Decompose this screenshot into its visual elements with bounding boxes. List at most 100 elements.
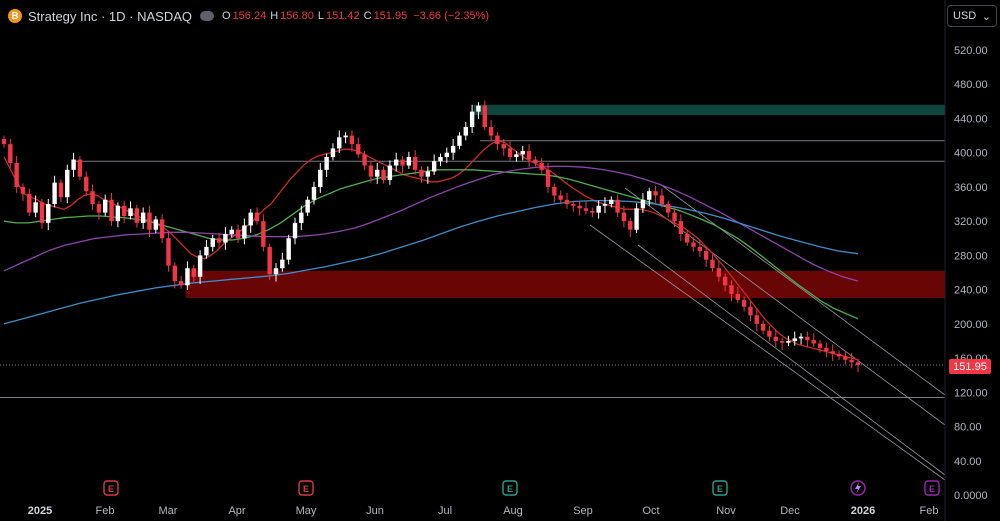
- trend-line[interactable]: [659, 183, 946, 396]
- trend-line[interactable]: [624, 187, 946, 426]
- candle[interactable]: [634, 203, 639, 234]
- candle[interactable]: [514, 150, 519, 162]
- earnings-event-icon[interactable]: E: [502, 480, 518, 496]
- candle[interactable]: [223, 227, 228, 250]
- candle[interactable]: [545, 162, 551, 193]
- candle[interactable]: [58, 179, 64, 202]
- candle[interactable]: [691, 237, 696, 252]
- candle[interactable]: [760, 320, 766, 335]
- candle[interactable]: [109, 192, 114, 226]
- candle[interactable]: [128, 201, 133, 220]
- candle[interactable]: [134, 204, 140, 228]
- candle[interactable]: [577, 200, 582, 216]
- candle[interactable]: [39, 198, 45, 229]
- candle[interactable]: [836, 350, 842, 360]
- candle[interactable]: [46, 198, 51, 231]
- candle[interactable]: [855, 358, 861, 373]
- candle[interactable]: [33, 195, 38, 218]
- candle[interactable]: [153, 216, 159, 234]
- candle[interactable]: [27, 188, 32, 217]
- candle[interactable]: [798, 333, 804, 345]
- candle[interactable]: [330, 143, 336, 161]
- candle[interactable]: [14, 156, 19, 193]
- candle[interactable]: [8, 139, 13, 168]
- candle[interactable]: [242, 218, 247, 245]
- candle[interactable]: [469, 104, 475, 134]
- candle[interactable]: [640, 192, 646, 214]
- candle[interactable]: [77, 156, 83, 181]
- candle[interactable]: [311, 181, 317, 205]
- candle[interactable]: [457, 132, 462, 150]
- moving-average-line[interactable]: [3, 165, 859, 282]
- candle[interactable]: [741, 296, 747, 312]
- earnings-event-icon[interactable]: E: [712, 480, 728, 496]
- candle[interactable]: [210, 234, 215, 252]
- candle[interactable]: [286, 234, 291, 265]
- candle[interactable]: [533, 156, 538, 167]
- candle[interactable]: [305, 196, 310, 217]
- candle[interactable]: [735, 287, 741, 304]
- candle[interactable]: [450, 139, 456, 160]
- candle[interactable]: [362, 150, 367, 171]
- candle[interactable]: [678, 214, 684, 242]
- candle[interactable]: [647, 187, 652, 206]
- candle[interactable]: [830, 344, 835, 362]
- earnings-event-icon[interactable]: E: [103, 480, 119, 496]
- candle[interactable]: [653, 186, 658, 203]
- candle[interactable]: [65, 164, 70, 204]
- candle[interactable]: [609, 196, 614, 208]
- candle[interactable]: [773, 329, 778, 347]
- candle[interactable]: [438, 153, 443, 166]
- candle[interactable]: [229, 226, 234, 238]
- candle[interactable]: [140, 207, 146, 229]
- candle[interactable]: [558, 190, 563, 204]
- candle[interactable]: [216, 233, 222, 249]
- candle[interactable]: [197, 250, 203, 285]
- candle[interactable]: [722, 273, 728, 292]
- trend-line[interactable]: [589, 224, 946, 481]
- candle[interactable]: [292, 217, 298, 245]
- candle[interactable]: [406, 151, 412, 169]
- candle[interactable]: [811, 333, 816, 347]
- candle[interactable]: [583, 201, 589, 215]
- currency-select[interactable]: USD ⌄: [947, 5, 997, 27]
- candle[interactable]: [729, 280, 734, 302]
- candle[interactable]: [159, 214, 165, 243]
- candle[interactable]: [703, 247, 709, 267]
- candle[interactable]: [185, 261, 190, 291]
- candle[interactable]: [121, 200, 127, 224]
- candle[interactable]: [792, 331, 797, 346]
- candle[interactable]: [394, 152, 399, 172]
- candle[interactable]: [381, 166, 386, 184]
- candle[interactable]: [147, 205, 152, 237]
- candle[interactable]: [425, 166, 431, 184]
- candle[interactable]: [172, 262, 177, 289]
- candle[interactable]: [817, 340, 823, 353]
- candle[interactable]: [20, 183, 26, 202]
- candle[interactable]: [235, 224, 241, 243]
- candle[interactable]: [552, 183, 557, 203]
- candle[interactable]: [273, 263, 279, 282]
- symbol-title[interactable]: Strategy Inc · 1D · NASDAQ: [28, 8, 192, 24]
- candle[interactable]: [115, 202, 121, 228]
- candle[interactable]: [90, 184, 95, 211]
- moving-average-line[interactable]: [3, 140, 859, 361]
- candle[interactable]: [672, 207, 677, 228]
- candle[interactable]: [103, 194, 108, 217]
- candle[interactable]: [412, 150, 418, 175]
- candle[interactable]: [368, 160, 374, 183]
- candle[interactable]: [178, 275, 184, 289]
- candle[interactable]: [463, 121, 468, 141]
- moving-average-line[interactable]: [3, 199, 859, 325]
- candle[interactable]: [596, 200, 601, 219]
- candle[interactable]: [356, 137, 361, 158]
- candle[interactable]: [843, 351, 848, 365]
- candle[interactable]: [96, 200, 102, 220]
- candle[interactable]: [343, 132, 348, 144]
- candle[interactable]: [400, 156, 405, 173]
- candle[interactable]: [204, 239, 209, 259]
- candle[interactable]: [628, 217, 633, 237]
- candle[interactable]: [697, 239, 703, 258]
- candle[interactable]: [71, 152, 76, 178]
- candle[interactable]: [501, 139, 506, 156]
